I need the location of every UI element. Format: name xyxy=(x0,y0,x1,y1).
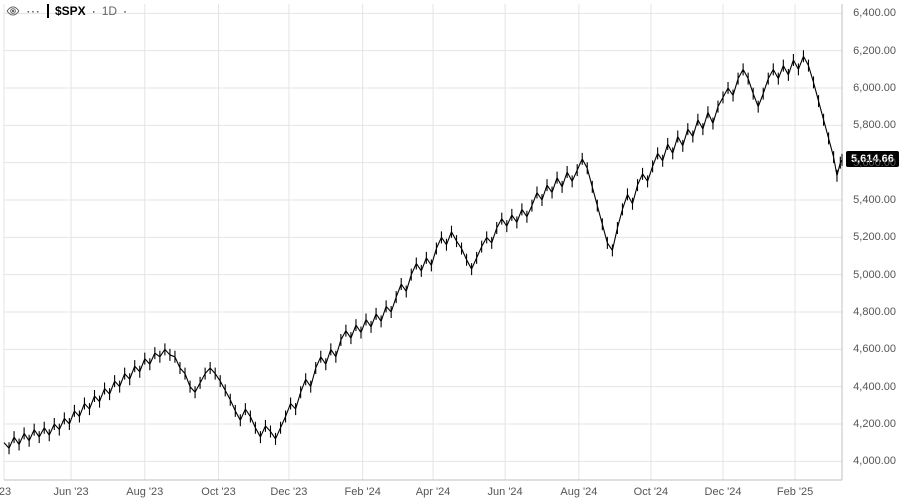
legend-divider xyxy=(47,4,49,18)
eye-icon[interactable] xyxy=(6,4,20,18)
y-tick-label: 5,000.00 xyxy=(853,269,896,281)
x-tick-label: Dec '24 xyxy=(705,486,742,498)
x-tick-label: Feb '25 xyxy=(777,486,813,498)
chart-canvas xyxy=(0,0,902,504)
price-chart[interactable]: { "legend":{ "symbol":"$SPX", "interval"… xyxy=(0,0,902,504)
interval-label[interactable]: 1D xyxy=(102,4,117,18)
x-tick-label: Jun '24 xyxy=(488,486,523,498)
y-tick-label: 5,200.00 xyxy=(853,231,896,243)
price-series xyxy=(4,50,842,454)
x-tick-label: Aug '23 xyxy=(126,486,163,498)
y-tick-label: 4,600.00 xyxy=(853,343,896,355)
y-tick-label: 4,400.00 xyxy=(853,381,896,393)
x-tick-label: Feb '24 xyxy=(344,486,380,498)
y-tick-label: 6,200.00 xyxy=(853,45,896,57)
x-tick-label: Dec '23 xyxy=(270,486,307,498)
legend-sep2: · xyxy=(123,4,127,18)
x-tick-label: Oct '24 xyxy=(634,486,669,498)
chart-legend[interactable]: ⋯ $SPX · 1D · xyxy=(6,4,127,18)
y-tick-label: 5,400.00 xyxy=(853,194,896,206)
y-tick-label: 5,600.00 xyxy=(853,157,896,169)
y-tick-label: 4,000.00 xyxy=(853,455,896,467)
y-tick-label: 4,200.00 xyxy=(853,418,896,430)
x-tick-label: Jun '23 xyxy=(53,486,88,498)
x-tick-label: Apr '24 xyxy=(416,486,451,498)
symbol-label[interactable]: $SPX xyxy=(55,4,86,18)
y-tick-label: 5,800.00 xyxy=(853,119,896,131)
y-tick-label: 4,800.00 xyxy=(853,306,896,318)
more-icon[interactable]: ⋯ xyxy=(26,5,41,17)
y-tick-label: 6,000.00 xyxy=(853,82,896,94)
x-tick-label: '23 xyxy=(0,486,11,498)
x-tick-label: Oct '23 xyxy=(201,486,236,498)
y-tick-label: 6,400.00 xyxy=(853,7,896,19)
legend-sep: · xyxy=(92,4,96,18)
x-tick-label: Aug '24 xyxy=(560,486,597,498)
